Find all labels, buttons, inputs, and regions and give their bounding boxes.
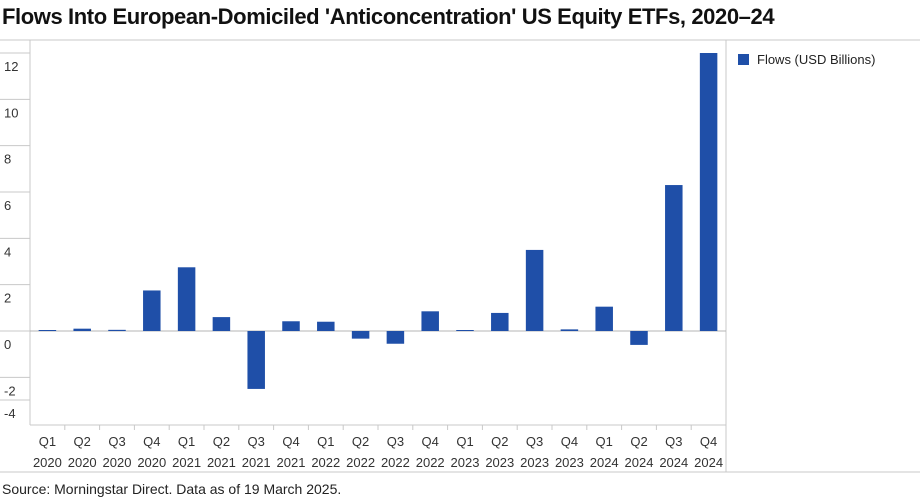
y-tick-label: 2 [4,291,11,306]
source-note: Source: Morningstar Direct. Data as of 1… [2,481,342,497]
x-tick-label-year: 2024 [694,455,723,470]
bar [386,331,405,344]
x-tick-label-year: 2023 [485,455,514,470]
x-tick-label-year: 2021 [277,455,306,470]
bar [525,249,544,331]
x-tick-label-quarter: Q4 [561,434,578,449]
x-tick-label-quarter: Q1 [456,434,473,449]
y-tick-label: 4 [4,244,11,259]
y-tick-label: 10 [4,105,18,120]
x-tick-label-year: 2020 [103,455,132,470]
x-tick-label-year: 2021 [242,455,271,470]
y-tick-label: 12 [4,59,18,74]
y-tick-label: -4 [4,406,16,421]
bar [421,311,439,331]
x-tick-label-year: 2021 [172,455,201,470]
x-tick-label-quarter: Q3 [387,434,404,449]
bar [247,331,265,389]
x-tick-label-year: 2023 [451,455,480,470]
x-tick-label-quarter: Q3 [665,434,682,449]
x-tick-label-quarter: Q1 [317,434,334,449]
legend: Flows (USD Billions) [738,52,875,67]
x-tick-label-year: 2020 [33,455,62,470]
x-tick-label-quarter: Q4 [143,434,160,449]
x-tick-label-quarter: Q4 [282,434,299,449]
bar [143,290,161,331]
bar [595,306,613,331]
x-tick-label-year: 2024 [625,455,654,470]
x-tick-label-year: 2022 [346,455,375,470]
bar [456,330,474,331]
x-tick-label-quarter: Q2 [213,434,230,449]
legend-label: Flows (USD Billions) [757,52,876,67]
bar [630,331,648,345]
x-tick-label-quarter: Q2 [491,434,508,449]
x-tick-label-year: 2024 [659,455,688,470]
x-tick-label-year: 2021 [207,455,236,470]
legend-swatch [738,54,749,65]
chart-frame [0,39,920,473]
x-tick-label-year: 2023 [555,455,584,470]
x-tick-label-year: 2020 [68,455,97,470]
bar [282,321,300,331]
x-tick-label-quarter: Q1 [39,434,56,449]
x-tick-label-quarter: Q2 [74,434,91,449]
x-tick-label-quarter: Q2 [352,434,369,449]
x-tick-label-year: 2022 [416,455,445,470]
bar [665,185,683,331]
bar [491,312,509,331]
x-tick-label-year: 2023 [520,455,549,470]
bar [38,330,57,331]
x-tick-label-year: 2024 [590,455,619,470]
x-tick-label-quarter: Q4 [700,434,717,449]
x-tick-label-quarter: Q4 [422,434,439,449]
bar [177,267,196,331]
y-tick-label: 6 [4,198,11,213]
x-tick-label-quarter: Q2 [630,434,647,449]
bar [73,328,91,331]
x-tick-label-year: 2020 [137,455,166,470]
x-tick-label-quarter: Q1 [596,434,613,449]
bar-series [38,53,718,389]
x-tick-label-year: 2022 [381,455,410,470]
bar [351,331,370,339]
x-tick-label-quarter: Q3 [526,434,543,449]
bar [317,321,335,331]
chart-title: Flows Into European-Domiciled 'Anticonce… [2,4,775,29]
x-tick-label-quarter: Q3 [108,434,125,449]
y-tick-label: -2 [4,383,16,398]
y-axis: 12 10 8 6 4 2 0 -2 -4 [0,52,30,421]
x-axis: Q1 2020 Q2 2020 Q3 2020 Q4 2020 Q1 2021 Q2 2021 Q3 20… [33,425,727,470]
bar [560,329,579,331]
x-tick-label-quarter: Q1 [178,434,195,449]
y-tick-label: 0 [4,337,11,352]
x-tick-label-year: 2022 [311,455,340,470]
x-tick-label-quarter: Q3 [248,434,265,449]
y-tick-label: 8 [4,152,11,167]
bar [212,317,231,331]
bar [108,329,126,331]
bar [699,53,718,331]
